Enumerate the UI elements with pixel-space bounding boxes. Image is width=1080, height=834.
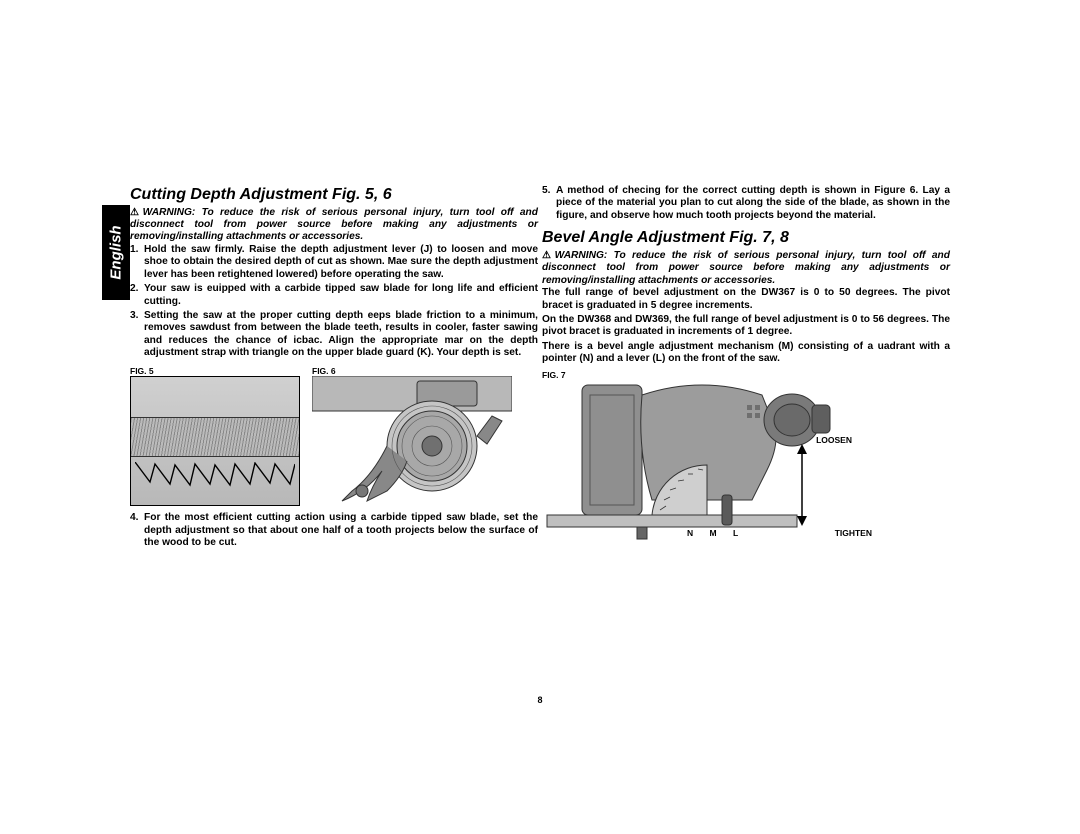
warning-icon: ⚠: [130, 207, 143, 218]
fig5-wrap: FIG. 5: [130, 362, 300, 506]
fig6-illustration: [312, 376, 512, 506]
cutting-depth-warning: ⚠WARNING: To reduce the risk of serious …: [130, 207, 538, 244]
tighten-label: TIGHTEN: [835, 528, 872, 538]
list-item: 5.A method of checing for the correct cu…: [556, 185, 950, 222]
figure-row-left: FIG. 5 FIG. 6: [130, 362, 538, 506]
warning-icon: ⚠: [542, 250, 555, 261]
fig5-label: FIG. 5: [130, 366, 300, 376]
bevel-heading: Bevel Angle Adjustment Fig. 7, 8: [542, 228, 950, 248]
list-item: 2.Your saw is euipped with a carbide tip…: [144, 283, 538, 308]
nml-label: N M L: [687, 528, 745, 538]
cutting-steps-list-3: 5.A method of checing for the correct cu…: [542, 185, 950, 222]
fig6-label: FIG. 6: [312, 366, 512, 376]
cutting-steps-list: 1.Hold the saw firmly. Raise the depth a…: [130, 244, 538, 360]
language-label: English: [108, 225, 125, 279]
cutting-steps-list-2: 4.For the most efficient cutting action …: [130, 512, 538, 549]
bevel-para-3: There is a bevel angle adjustment mechan…: [542, 341, 950, 366]
list-item: 1.Hold the saw firmly. Raise the depth a…: [144, 244, 538, 281]
right-column: 5.A method of checing for the correct cu…: [542, 185, 950, 551]
content-columns: Cutting Depth Adjustment Fig. 5, 6 ⚠WARN…: [130, 185, 950, 551]
fig6-wrap: FIG. 6: [312, 362, 512, 506]
fig5-illustration: [130, 376, 300, 506]
loosen-label: LOOSEN: [816, 435, 852, 445]
language-tab: English: [102, 205, 130, 300]
bevel-para-1: The full range of bevel adjustment on th…: [542, 287, 950, 312]
list-item: 3.Setting the saw at the proper cutting …: [144, 310, 538, 360]
cutting-depth-heading: Cutting Depth Adjustment Fig. 5, 6: [130, 185, 538, 205]
bevel-warning: ⚠WARNING: To reduce the risk of serious …: [542, 250, 950, 287]
left-column: Cutting Depth Adjustment Fig. 5, 6 ⚠WARN…: [130, 185, 538, 551]
bevel-para-2: On the DW368 and DW369, the full range o…: [542, 314, 950, 339]
list-item: 4.For the most efficient cutting action …: [144, 512, 538, 549]
fig7-illustration: LOOSEN TIGHTEN N M L: [542, 380, 882, 540]
page-number: 8: [537, 695, 542, 705]
fig7-label: FIG. 7: [542, 370, 950, 380]
